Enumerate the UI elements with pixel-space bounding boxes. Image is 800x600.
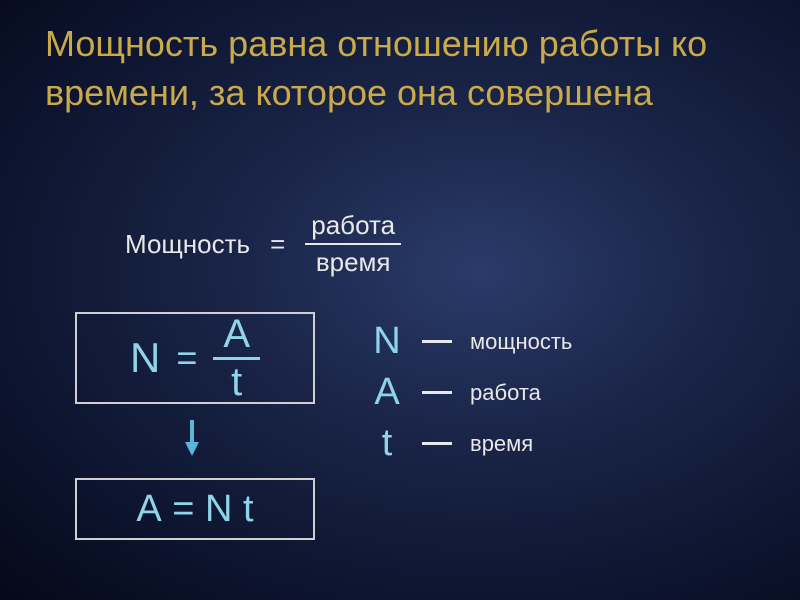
- legend-name: время: [470, 431, 533, 457]
- legend-name: работа: [470, 380, 541, 406]
- dash-icon: [422, 391, 452, 394]
- formula-box-derived: А = N t: [75, 478, 315, 540]
- formula1-lhs: N: [130, 334, 160, 382]
- slide-heading: Мощность равна отношению работы ко време…: [45, 20, 780, 117]
- dash-icon: [422, 340, 452, 343]
- arrow-head: [185, 442, 199, 456]
- legend-row: t время: [370, 422, 572, 465]
- word-formula-fraction: работа время: [305, 210, 401, 278]
- legend-name: мощность: [470, 329, 572, 355]
- down-arrow-icon: [185, 420, 199, 456]
- equals-sign: =: [176, 337, 197, 379]
- formula-box-main: N = А t: [75, 312, 315, 404]
- legend-symbol: t: [370, 422, 404, 465]
- legend-symbol: N: [370, 320, 404, 363]
- equals-sign: =: [270, 229, 285, 260]
- legend-row: N мощность: [370, 320, 572, 363]
- formula1-denominator: t: [221, 360, 252, 405]
- word-formula-denominator: время: [310, 245, 397, 278]
- dash-icon: [422, 442, 452, 445]
- formula1-numerator: А: [213, 312, 260, 357]
- legend-symbol: А: [370, 371, 404, 414]
- formula1-fraction: А t: [213, 312, 260, 405]
- word-formula: Мощность = работа время: [125, 210, 401, 278]
- symbol-legend: N мощность А работа t время: [370, 320, 572, 465]
- word-formula-numerator: работа: [305, 210, 401, 243]
- word-formula-lhs: Мощность: [125, 229, 250, 260]
- legend-row: А работа: [370, 371, 572, 414]
